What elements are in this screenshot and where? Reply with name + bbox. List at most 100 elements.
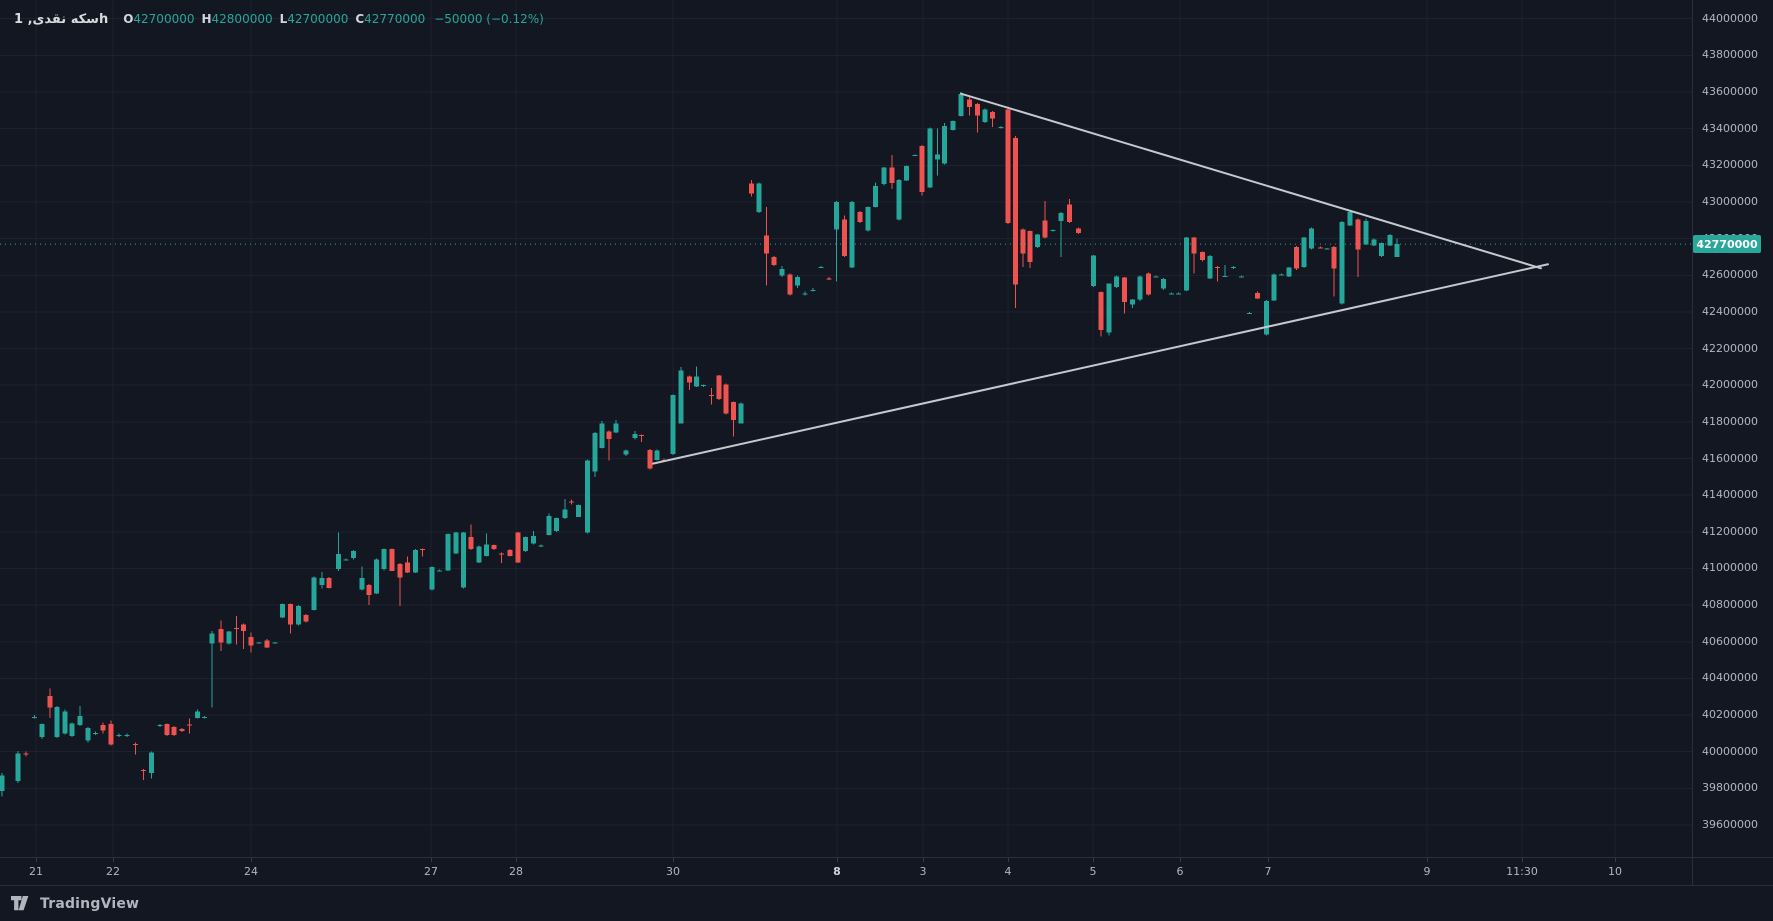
price-tick-label: 43800000 (1702, 48, 1758, 62)
ohlc-close: C42770000 (355, 12, 426, 26)
candle-up (1184, 236, 1190, 291)
candle-up (1347, 211, 1353, 226)
last-price-tag: 42770000 (1693, 235, 1761, 254)
time-axis[interactable]: 21 22 24 27 28 30 8 3 4 5 6 7 9 11:30 10 (0, 857, 1773, 885)
candle-up (453, 531, 459, 555)
candle-down (1020, 228, 1026, 268)
candle-down (1331, 245, 1337, 297)
time-tick-mark (516, 858, 517, 862)
candle-up (374, 558, 380, 595)
candle-down (723, 383, 729, 415)
candle-up (1114, 275, 1120, 289)
price-tick-label: 42200000 (1702, 341, 1758, 355)
candle-up (1271, 273, 1277, 301)
candle-up (1230, 266, 1236, 269)
candle-down (1027, 230, 1033, 268)
candle-down (303, 613, 309, 623)
trendline-lower[interactable] (652, 263, 1549, 465)
time-tick-label: 10 (1608, 865, 1622, 878)
legend: سکه نقدی, 1h O42700000 H42800000 L427000… (14, 12, 544, 27)
candle-down (764, 206, 770, 286)
time-tick-label: 21 (29, 865, 43, 878)
time-tick-label: 9 (1423, 865, 1431, 878)
symbol-title[interactable]: سکه نقدی, 1h (14, 12, 109, 27)
candle-down (638, 434, 644, 443)
candle-down (468, 524, 474, 551)
candle-up (116, 733, 122, 738)
candle-up (523, 536, 528, 552)
candle-up (280, 603, 286, 618)
candle-up (350, 550, 356, 560)
trendline-upper[interactable] (960, 92, 1542, 270)
axis-corner (1692, 857, 1773, 885)
candle-down (1200, 251, 1205, 262)
ohlc-open: O42700000 (123, 12, 195, 26)
time-tick-label: 28 (509, 865, 523, 878)
candle-up (779, 266, 785, 278)
candle-down (264, 639, 270, 649)
candle-up (575, 504, 581, 518)
candle-down (1294, 245, 1300, 270)
time-tick-mark (1180, 858, 1181, 862)
candle-up (1160, 277, 1166, 290)
candle-up (256, 641, 262, 644)
candle-up (958, 92, 964, 117)
candle-down (687, 375, 692, 390)
candle-up (272, 641, 278, 644)
candle-up (623, 449, 629, 456)
price-tick-label: 44000000 (1702, 11, 1758, 25)
candle-up (311, 576, 317, 611)
candle-down (499, 552, 505, 563)
candle-down (1075, 227, 1081, 235)
candle-up (1379, 242, 1385, 257)
candle-up (912, 154, 918, 157)
candle-up (1050, 229, 1056, 232)
candle-up (942, 123, 947, 165)
candle-up (202, 715, 207, 719)
time-tick-label: 3 (919, 865, 927, 878)
change-value: −50000 (−0.12%) (434, 12, 544, 26)
candle-down (187, 718, 193, 734)
candle-up (429, 566, 435, 591)
price-tick-label: 40000000 (1702, 744, 1758, 758)
candle-down (218, 620, 224, 651)
candle-down (749, 179, 755, 197)
candle-up (1324, 247, 1330, 250)
candle-down (967, 96, 972, 116)
candle-down (1067, 199, 1072, 224)
candle-down (420, 548, 425, 557)
candle-up (849, 201, 855, 268)
ohlc-high-value: 42800000 (211, 12, 273, 26)
chart-pane[interactable] (0, 0, 1692, 857)
candle-down (171, 726, 177, 737)
candle-down (397, 562, 403, 607)
price-tick-label: 40600000 (1702, 634, 1758, 648)
time-tick-label: 8 (833, 865, 841, 878)
candle-up (62, 709, 68, 735)
time-tick-mark (36, 858, 37, 862)
price-tick-label: 39800000 (1702, 781, 1758, 795)
candle-down (771, 256, 777, 267)
candle-up (701, 384, 706, 388)
candle-up (1371, 238, 1377, 246)
ohlc-low-value: 42700000 (287, 12, 349, 26)
tradingview-logo[interactable]: TradingView (11, 896, 139, 912)
candle-down (842, 215, 847, 257)
candle-down (23, 751, 29, 757)
price-axis[interactable]: 42770000 44000000 43800000 43600000 4340000… (1692, 0, 1773, 857)
candle-up (85, 726, 91, 743)
candle-up (927, 127, 933, 189)
price-tick-label: 42600000 (1702, 268, 1758, 282)
candle-up (32, 715, 37, 719)
candle-up (935, 128, 940, 176)
time-tick-mark (113, 858, 114, 862)
time-tick-label: 5 (1089, 865, 1097, 878)
candle-up (1175, 292, 1181, 295)
candle-down (990, 110, 995, 127)
candle-up (670, 394, 676, 455)
candle-up (69, 722, 75, 738)
ohlc-open-value: 42700000 (133, 12, 195, 26)
candle-up (1263, 299, 1269, 336)
candle-down (826, 277, 832, 280)
time-tick-mark (923, 858, 924, 862)
